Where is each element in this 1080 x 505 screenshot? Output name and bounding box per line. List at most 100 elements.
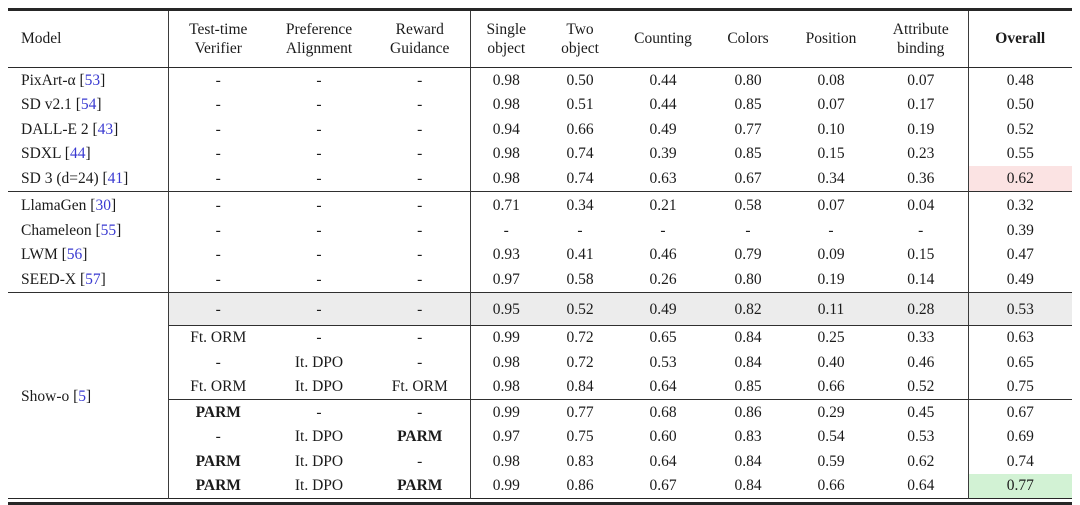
cell-test-time-verifier: - — [215, 96, 221, 114]
cell-position: 0.34 — [817, 169, 845, 187]
cell-colors: - — [745, 221, 751, 239]
cell-overall: 0.65 — [1006, 353, 1034, 371]
cell-position: 0.40 — [817, 353, 845, 371]
cell-overall: 0.74 — [1006, 452, 1034, 470]
cell-test-time-verifier: - — [215, 145, 221, 163]
model-name: LlamaGen [30] — [8, 190, 169, 218]
cell-reward-guidance: - — [370, 117, 471, 142]
bracket: ] — [113, 120, 119, 138]
cell-counting: 0.26 — [649, 270, 677, 288]
results-table: Model Test-time Verifier Preference Alig… — [8, 11, 1072, 499]
cell-single-object: 0.99 — [492, 477, 520, 495]
model-name: Show-o [5] — [8, 291, 169, 499]
cell-position: 0.08 — [817, 71, 845, 89]
model-name: Chameleon [55] — [8, 218, 169, 243]
cell-single-object: 0.94 — [492, 120, 520, 138]
cell-attribute-binding: 0.19 — [874, 117, 969, 142]
cell-reward-guidance: - — [370, 166, 471, 191]
cell-single-object: 0.98 — [492, 96, 520, 114]
cell-colors: 0.86 — [734, 403, 762, 421]
cell-attribute-binding: 0.36 — [874, 166, 969, 191]
cell-preference-alignment: It. DPO — [294, 477, 344, 495]
table-row: Ft. ORM It. DPO Ft. ORM 0.98 0.84 0.64 0.85 0.6… — [8, 374, 1072, 400]
model-name: DALL-E 2 [43] — [8, 117, 169, 142]
cell-overall: 0.69 — [1006, 428, 1034, 446]
cell-test-time-verifier: - — [215, 353, 221, 371]
cell-attribute-binding: 0.17 — [874, 92, 969, 117]
table-row: Chameleon [55] - - - - - - - - - 0.39 — [8, 218, 1072, 243]
cell-two-object: 0.66 — [566, 120, 594, 138]
cell-test-time-verifier: Ft. ORM — [168, 374, 268, 400]
cell-reward-guidance: - — [370, 92, 471, 117]
cell-single-object: - — [503, 221, 509, 239]
cell-test-time-verifier: - — [215, 270, 221, 288]
header-test-time-verifier: Test-time Verifier — [168, 11, 268, 68]
citation-link[interactable]: 53 — [84, 71, 101, 89]
cell-position: 0.66 — [788, 374, 874, 400]
table-row: PARM It. DPO - 0.98 0.83 0.64 0.84 0.59 0.62 0.74 — [8, 449, 1072, 474]
cell-test-time-verifier: - — [215, 169, 221, 187]
cell-colors: 0.85 — [734, 96, 762, 114]
cell-attribute-binding: 0.15 — [874, 242, 969, 267]
citation-link[interactable]: 5 — [78, 387, 87, 405]
header-reward-guidance: Reward Guidance — [370, 11, 471, 68]
results-table-wrap: Model Test-time Verifier Preference Alig… — [8, 8, 1072, 505]
citation-link[interactable]: 43 — [97, 120, 114, 138]
cell-two-object: 0.41 — [566, 246, 594, 264]
cell-test-time-verifier: - — [215, 120, 221, 138]
citation-link[interactable]: 55 — [100, 221, 117, 239]
cell-single-object: 0.97 — [492, 270, 520, 288]
citation-link[interactable]: 44 — [69, 145, 86, 163]
bracket: ] — [100, 71, 106, 89]
cell-attribute-binding: 0.23 — [874, 141, 969, 166]
cell-attribute-binding: 0.07 — [874, 67, 969, 93]
cell-position: 0.29 — [817, 403, 845, 421]
cell-two-object: 0.75 — [566, 428, 594, 446]
cell-colors: 0.82 — [708, 291, 788, 326]
table-row: SEED-X [57] - - - 0.97 0.58 0.26 0.80 0.19 0.14 0.… — [8, 267, 1072, 292]
model-name: LWM [56] — [8, 242, 169, 267]
citation-link[interactable]: 30 — [95, 197, 111, 215]
model-label: PixArt-α [ — [21, 71, 85, 89]
citation-link[interactable]: 56 — [66, 246, 83, 264]
cell-colors: 0.77 — [734, 120, 762, 138]
cell-preference-alignment: - — [316, 145, 322, 163]
bracket: ] — [82, 246, 88, 264]
cell-counting: 0.63 — [649, 169, 677, 187]
cell-preference-alignment: It. DPO — [294, 452, 344, 470]
cell-counting: 0.65 — [649, 329, 677, 347]
cell-reward-guidance: - — [370, 325, 471, 350]
citation-link[interactable]: 41 — [107, 169, 124, 187]
cell-overall: 0.39 — [1006, 221, 1034, 239]
cell-colors: 0.84 — [734, 477, 762, 495]
bracket: ] — [123, 169, 129, 187]
cell-reward-guidance: - — [370, 190, 471, 218]
cell-preference-alignment: - — [316, 329, 322, 347]
model-label: LlamaGen [ — [21, 197, 96, 215]
cell-attribute-binding: 0.33 — [874, 325, 969, 350]
cell-reward-guidance: - — [370, 350, 471, 375]
model-name: PixArt-α [53] — [8, 67, 169, 93]
cell-attribute-binding: 0.04 — [874, 190, 969, 218]
cell-reward-guidance: - — [370, 291, 471, 326]
cell-attribute-binding: 0.53 — [874, 424, 969, 449]
cell-single-object: 0.95 — [470, 291, 542, 326]
cell-preference-alignment: It. DPO — [294, 353, 344, 371]
citation-link[interactable]: 54 — [80, 96, 97, 114]
results-table-header-row: Model Test-time Verifier Preference Alig… — [8, 11, 1072, 68]
cell-single-object: 0.99 — [492, 403, 520, 421]
cell-colors: 0.79 — [734, 246, 762, 264]
cell-single-object: 0.71 — [470, 190, 542, 218]
cell-test-time-verifier: PARM — [195, 477, 241, 495]
cell-two-object: 0.86 — [566, 477, 594, 495]
cell-single-object: 0.98 — [492, 71, 520, 89]
model-name: SEED-X [57] — [8, 267, 169, 292]
cell-position: 0.66 — [817, 477, 845, 495]
cell-counting: 0.49 — [618, 291, 708, 326]
results-table-body: PixArt-α [53] - - -0.98 0.50 0.44 0.80 0.08 0.07… — [8, 67, 1072, 499]
cell-colors: 0.84 — [734, 452, 762, 470]
citation-link[interactable]: 57 — [85, 270, 101, 288]
cell-position: 0.11 — [788, 291, 874, 326]
bracket: ] — [85, 145, 91, 163]
cell-two-object: 0.77 — [566, 403, 594, 421]
